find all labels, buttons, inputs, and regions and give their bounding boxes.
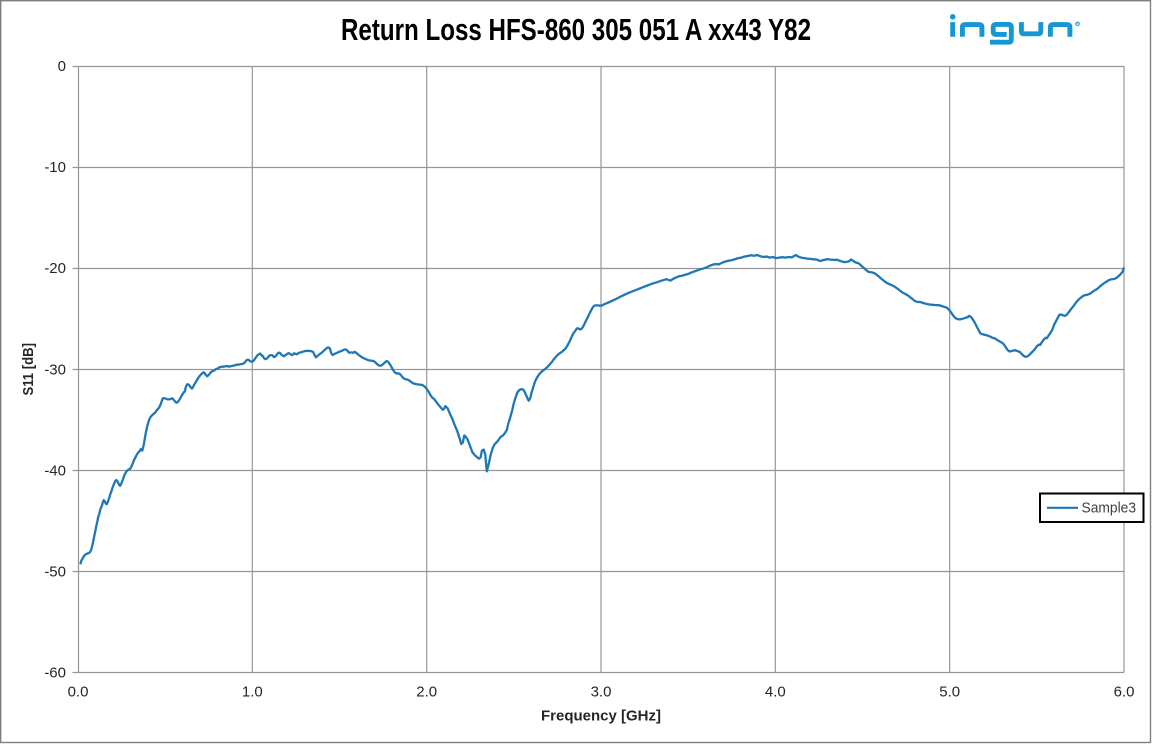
svg-text:Sample3: Sample3 <box>1082 500 1137 517</box>
svg-text:-50: -50 <box>44 563 66 580</box>
svg-text:R: R <box>1076 22 1079 26</box>
svg-text:-10: -10 <box>44 159 66 176</box>
svg-text:2.0: 2.0 <box>416 684 437 701</box>
svg-text:-40: -40 <box>44 462 66 479</box>
svg-text:S11 [dB]: S11 [dB] <box>20 343 37 396</box>
svg-text:4.0: 4.0 <box>765 684 786 701</box>
svg-text:-60: -60 <box>44 664 66 681</box>
svg-text:-30: -30 <box>44 361 66 378</box>
svg-text:0: 0 <box>58 58 66 75</box>
svg-text:5.0: 5.0 <box>939 684 960 701</box>
svg-text:-20: -20 <box>44 260 66 277</box>
svg-text:6.0: 6.0 <box>1114 684 1135 701</box>
svg-text:3.0: 3.0 <box>591 684 612 701</box>
svg-text:Return Loss HFS-860 305 051 A: Return Loss HFS-860 305 051 A xx43 Y82 <box>341 13 811 47</box>
svg-text:1.0: 1.0 <box>242 684 263 701</box>
svg-text:Frequency [GHz]: Frequency [GHz] <box>541 708 661 725</box>
svg-text:0.0: 0.0 <box>68 684 89 701</box>
